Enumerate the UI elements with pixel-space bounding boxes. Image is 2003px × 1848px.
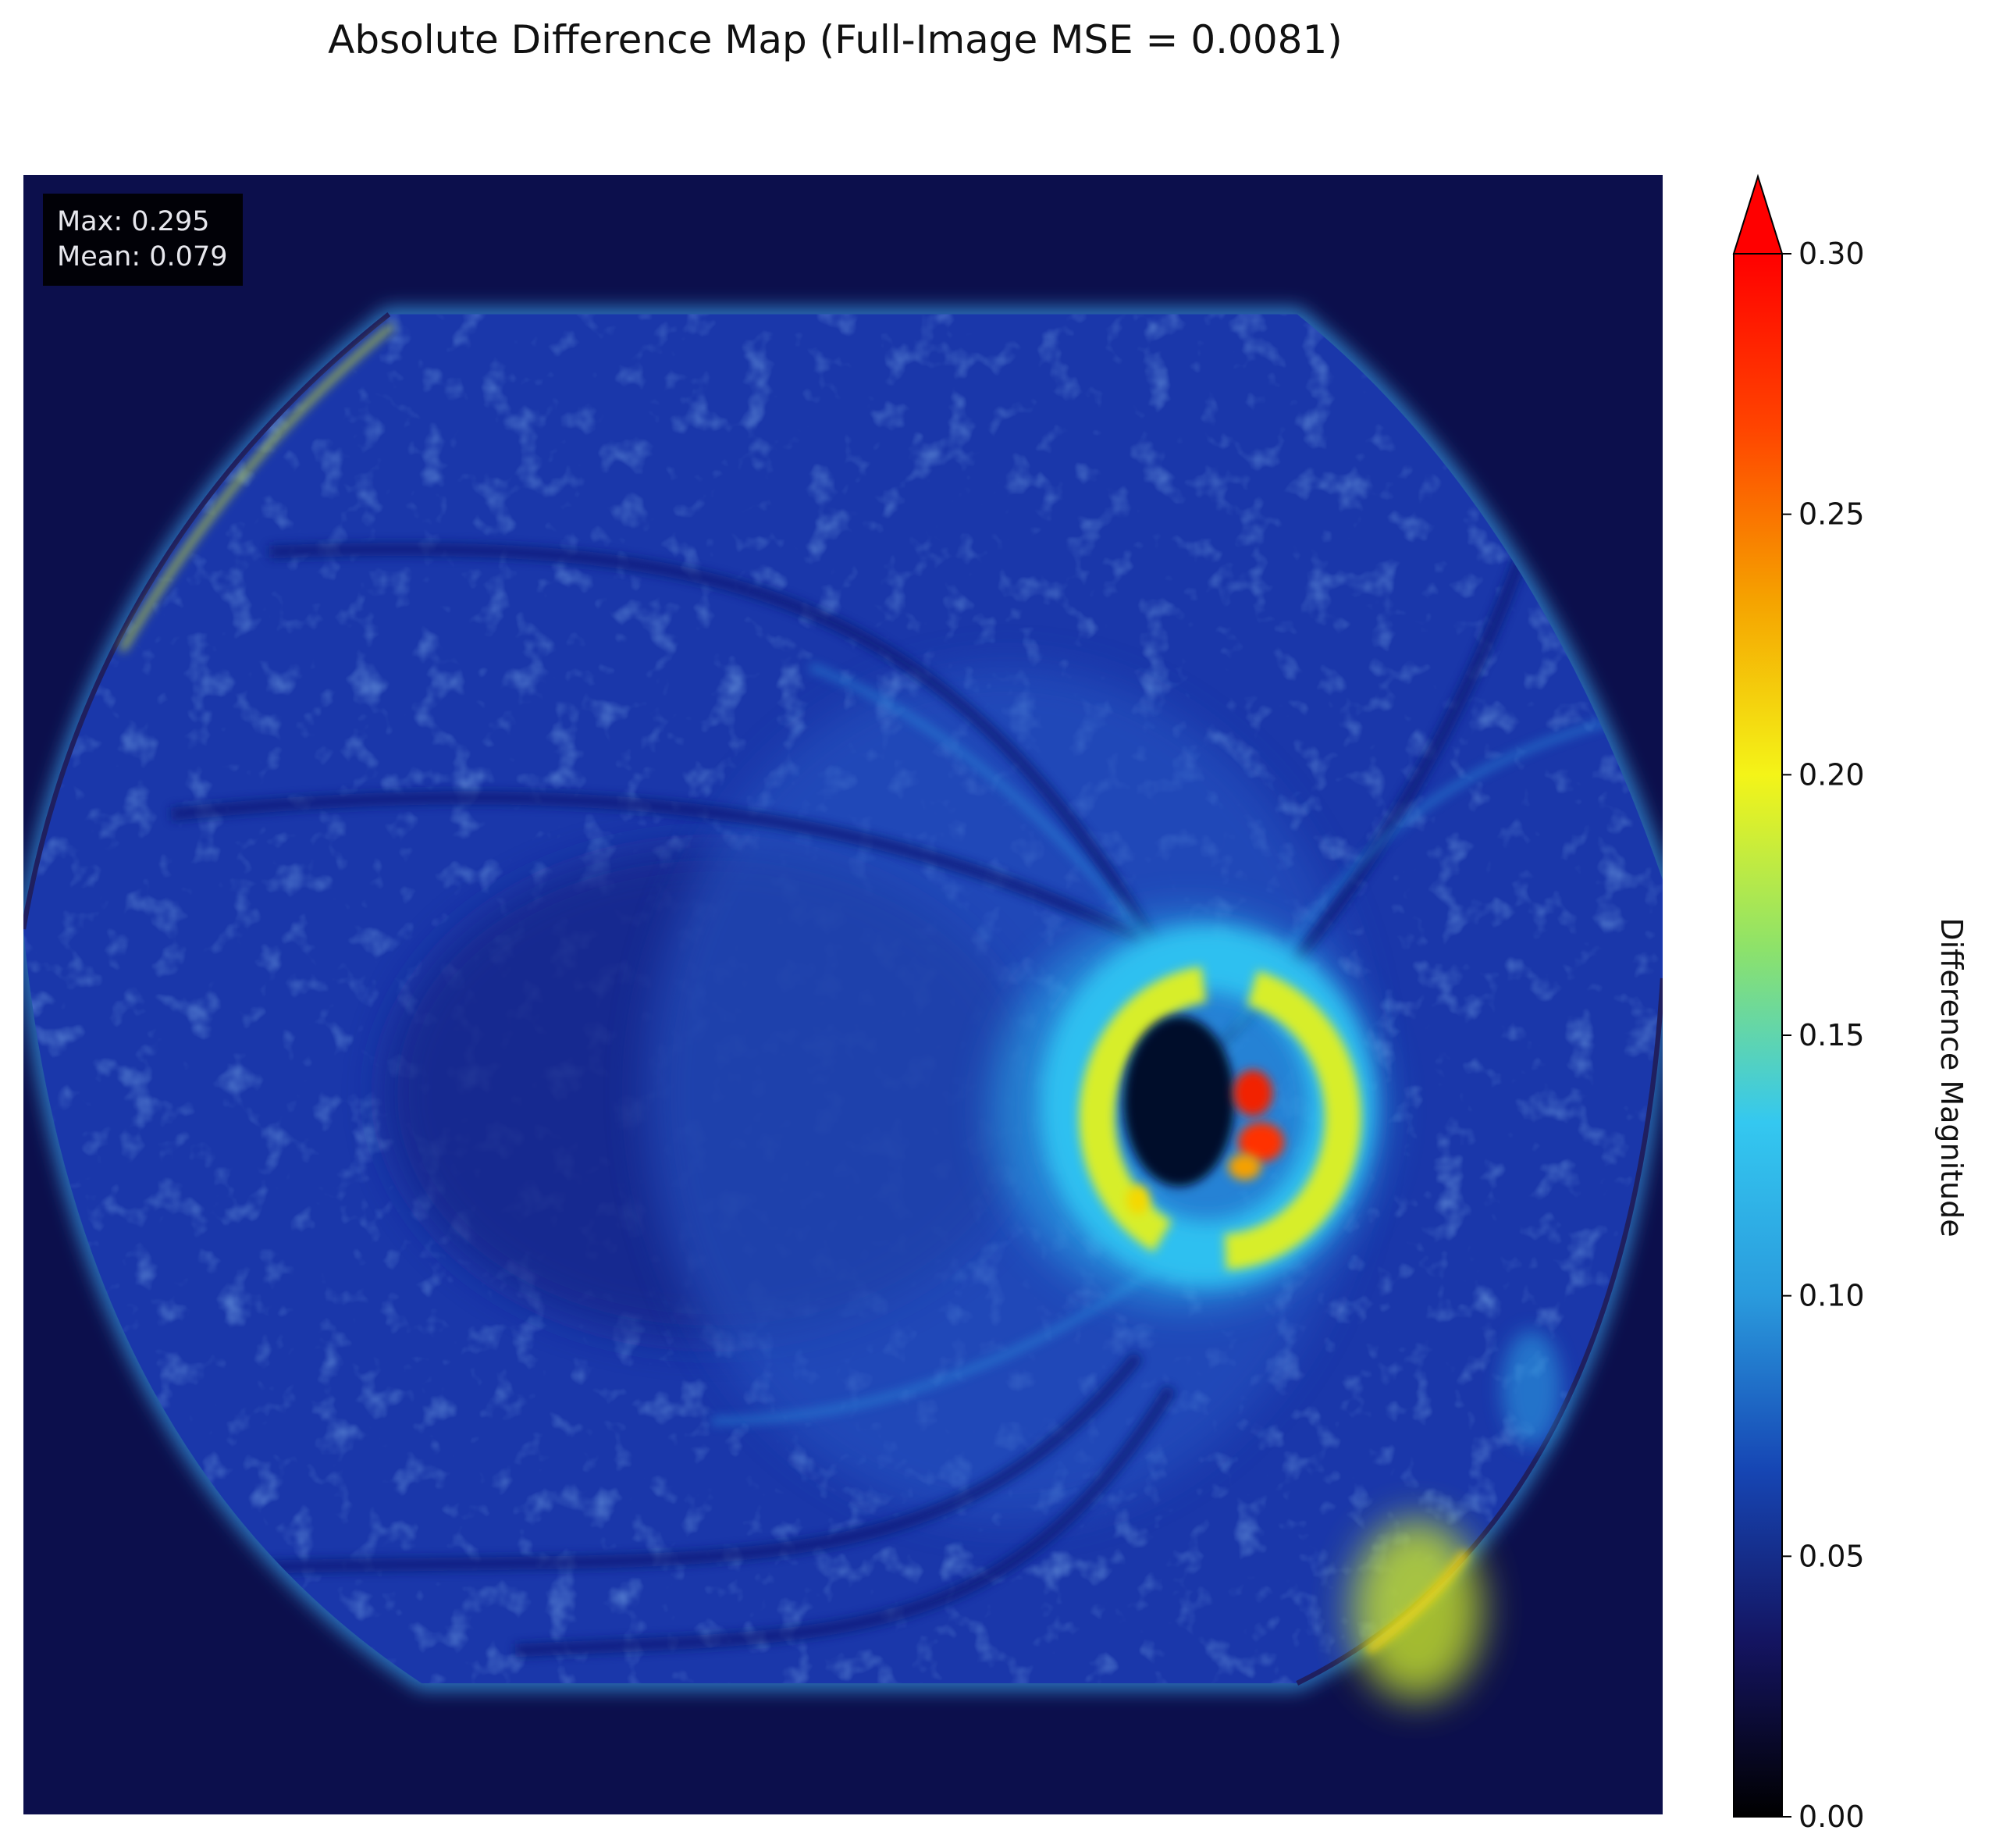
- colorbar-gradient: [1733, 253, 1783, 1818]
- colorbar-tick-label: 0.30: [1798, 237, 1865, 271]
- mean-value-label: Mean: 0.079: [57, 241, 228, 272]
- colorbar-label: Difference Magnitude: [1934, 917, 1969, 1237]
- colorbar-tick-label: 0.00: [1798, 1800, 1865, 1834]
- colorbar-tick-label: 0.25: [1798, 497, 1865, 532]
- colorbar-tick-label: 0.10: [1798, 1279, 1865, 1313]
- stats-annotation: Max: 0.295 Mean: 0.079: [43, 194, 244, 286]
- colorbar: 0.00 0.05 0.10 0.15 0.20 0.25 0.30: [1732, 173, 1865, 1834]
- colorbar-extend-arrow: [1732, 173, 1784, 255]
- max-value-label: Max: 0.295: [57, 206, 210, 237]
- colorbar-tick-label: 0.20: [1798, 757, 1865, 792]
- chart-title: Absolute Difference Map (Full-Image MSE …: [328, 17, 1343, 62]
- colorbar-tick-label: 0.15: [1798, 1018, 1865, 1052]
- difference-heatmap: [23, 175, 1663, 1814]
- colorbar-tick-label: 0.05: [1798, 1539, 1865, 1573]
